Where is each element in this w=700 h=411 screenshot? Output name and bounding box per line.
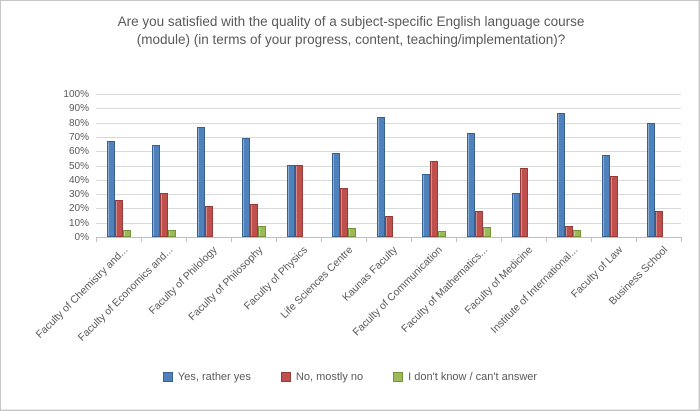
bar-group [591,94,636,237]
bar [167,230,176,237]
bar-group [231,94,276,237]
y-axis-tick-label: 20% [68,203,89,215]
x-axis-tick [636,238,637,242]
bar [572,230,581,237]
x-axis-tick [96,238,97,242]
bar-group [501,94,546,237]
bar [114,200,123,237]
bar [204,206,213,237]
bar [466,133,475,237]
legend: Yes, rather yes No, mostly no I don't know… [1,371,699,383]
gridline [96,165,681,167]
x-axis-tick [456,238,457,242]
y-axis-tick-label: 50% [68,160,89,172]
bar [429,161,438,237]
gridline [96,136,681,138]
x-axis-line [96,237,682,238]
gridline [96,179,681,181]
bar [347,228,356,237]
bar [294,165,303,237]
x-axis-category-label: Faculty of Chemistry and... [33,244,130,341]
legend-swatch [393,372,404,382]
x-axis-tick [411,238,412,242]
x-axis-tick [321,238,322,242]
x-axis-tick [186,238,187,242]
y-axis-tick-label: 40% [68,174,89,186]
legend-item: I don't know / can't answer [393,371,537,383]
bar-group [186,94,231,237]
legend-swatch [280,372,291,382]
bar [151,145,160,237]
bars-layer [96,94,681,237]
bar-group [411,94,456,237]
bar [384,216,393,237]
bar [646,123,655,237]
bar-group [366,94,411,237]
bar [286,165,295,237]
legend-label: No, mostly no [295,371,364,383]
bar [159,193,168,237]
x-axis-category-label: Faculty of Mathematics... [398,244,490,336]
legend-swatch [162,372,173,382]
gridline [96,194,681,196]
x-axis-tick [141,238,142,242]
y-axis-tick-label: 90% [68,103,89,115]
bar [249,204,258,237]
bar [474,211,483,237]
gridline [96,151,681,153]
bar [601,155,610,237]
gridline [96,108,681,110]
x-axis-tick [276,238,277,242]
bar [519,168,528,237]
bar [106,141,115,237]
bar [437,231,446,237]
bar [241,138,250,237]
x-axis-tick [681,238,682,242]
x-axis-tick [366,238,367,242]
gridline [96,208,681,210]
y-axis-tick-label: 70% [68,131,89,143]
bar [122,230,131,237]
bar [257,226,266,237]
y-axis-tick-label: 60% [68,146,89,158]
bar [654,211,663,237]
y-axis-tick-label: 30% [68,189,89,201]
bar [376,117,385,237]
bar-group [636,94,681,237]
bar [331,153,340,237]
bar-group [276,94,321,237]
x-axis-tick [231,238,232,242]
bar [339,188,348,237]
bar-group [141,94,186,237]
bar [482,227,491,237]
bar [421,174,430,237]
y-axis-tick-label: 100% [63,89,89,100]
y-axis-tick-label: 10% [68,217,89,229]
bar-group [456,94,501,237]
legend-item: Yes, rather yes [162,371,251,383]
bar-group [96,94,141,237]
y-axis-tick-label: 0% [74,232,89,243]
y-axis-tick-label: 80% [68,117,89,129]
bar [609,176,618,237]
bar-group [546,94,591,237]
bar [564,226,573,237]
chart-title: Are you satisfied with the quality of a … [117,14,585,47]
bar [196,127,205,237]
legend-label: Yes, rather yes [177,371,251,383]
x-axis-tick [546,238,547,242]
gridline [96,94,681,95]
bar-group [321,94,366,237]
x-axis-tick [591,238,592,242]
gridline [96,122,681,124]
bar [511,193,520,237]
x-axis-category-label: Faculty of Communication [350,244,445,339]
legend-item: No, mostly no [280,371,364,383]
x-axis-category-label: Institute of International... [488,244,580,336]
bar [556,113,565,237]
x-axis-tick [501,238,502,242]
legend-label: I don't know / can't answer [408,371,538,383]
